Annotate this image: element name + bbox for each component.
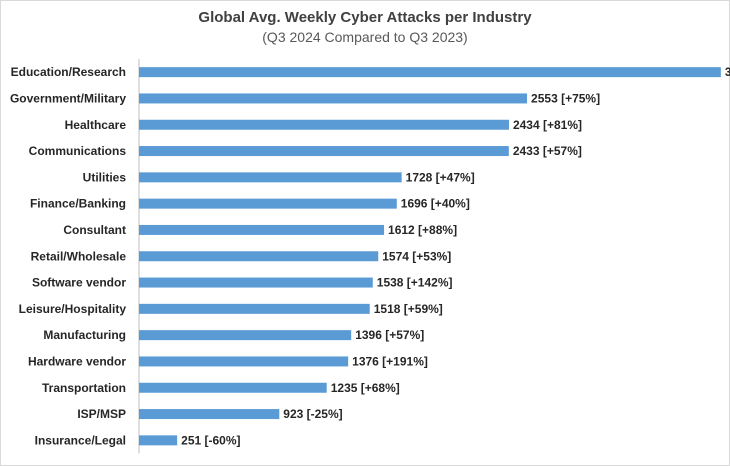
category-label: Insurance/Legal [35, 433, 126, 447]
bar [139, 93, 528, 104]
category-label: Transportation [42, 381, 126, 395]
data-label: 1396 [+57%] [355, 328, 424, 342]
category-label: Retail/Wholesale [31, 249, 127, 263]
bar [139, 303, 370, 314]
bar [139, 172, 402, 183]
bar [139, 330, 352, 341]
data-label: 1518 [+59%] [374, 302, 443, 316]
category-label: Manufacturing [43, 328, 126, 342]
category-label: ISP/MSP [77, 407, 126, 421]
data-label: 1235 [+68%] [331, 381, 400, 395]
data-label: 1538 [+142%] [377, 276, 453, 290]
bar [139, 119, 509, 130]
data-label: 1728 [+47%] [406, 170, 475, 184]
category-label: Healthcare [65, 118, 127, 132]
bar [139, 409, 280, 420]
bar [139, 198, 397, 209]
category-label: Utilities [83, 170, 127, 184]
data-label: 1696 [+40%] [401, 197, 470, 211]
bar [139, 67, 721, 78]
category-label: Government/Military [10, 91, 126, 105]
data-label: 3828 [+119%] [725, 65, 730, 79]
bar [139, 356, 349, 367]
bar [139, 146, 509, 157]
chart-subtitle: (Q3 2024 Compared to Q3 2023) [262, 29, 468, 45]
bar [139, 251, 379, 262]
data-label: 923 [-25%] [283, 407, 342, 421]
category-label: Education/Research [11, 65, 126, 79]
chart-title: Global Avg. Weekly Cyber Attacks per Ind… [198, 9, 532, 26]
data-label: 251 [-60%] [181, 433, 240, 447]
data-label: 2434 [+81%] [513, 118, 582, 132]
category-label: Hardware vendor [28, 354, 126, 368]
data-label: 2553 [+75%] [531, 91, 600, 105]
category-label: Communications [29, 144, 127, 158]
data-label: 2433 [+57%] [513, 144, 582, 158]
category-label: Consultant [63, 223, 126, 237]
bar [139, 435, 178, 446]
data-label: 1376 [+191%] [352, 354, 428, 368]
category-label: Software vendor [32, 276, 126, 290]
category-label: Leisure/Hospitality [19, 302, 127, 316]
data-label: 1612 [+88%] [388, 223, 457, 237]
bar [139, 224, 385, 235]
bar [139, 277, 373, 288]
data-label: 1574 [+53%] [382, 249, 451, 263]
category-label: Finance/Banking [30, 197, 126, 211]
bar [139, 382, 327, 393]
